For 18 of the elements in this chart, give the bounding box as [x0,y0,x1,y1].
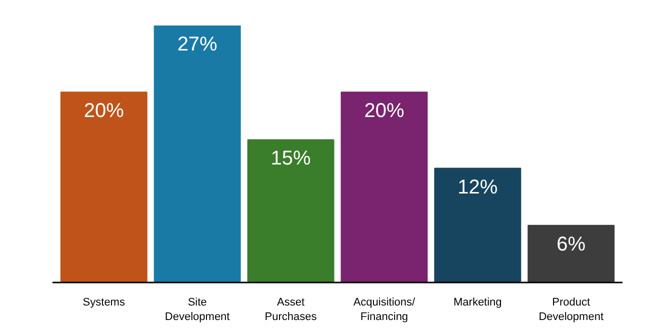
data-label: 27% [177,34,218,56]
bar [247,139,334,282]
bar [434,168,522,282]
data-label: 12% [458,176,498,198]
x-tick-label: Marketing [454,296,502,308]
data-label: 15% [270,148,312,170]
bar [154,26,241,282]
bar [340,92,428,282]
x-tick-label: Systems [82,296,126,308]
x-tick-label: Acquisitions/ Financing [353,296,416,323]
data-label: 20% [84,100,124,122]
bar [60,92,148,282]
bar [528,224,615,282]
x-tick-label: Site Development [164,296,230,323]
data-label: 6% [556,233,586,256]
x-tick-label: Product Development [538,296,604,323]
data-label: 20% [364,100,404,122]
x-tick-label: Asset Purchases [264,296,318,323]
